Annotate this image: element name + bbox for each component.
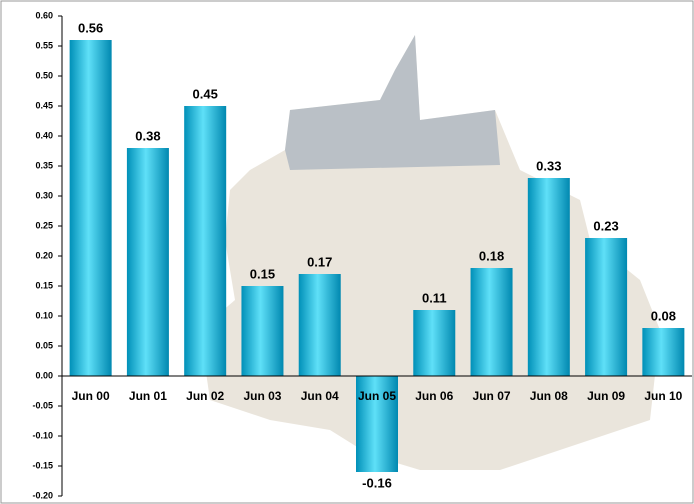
y-tick-label: 0.35 — [35, 160, 53, 170]
data-label: 0.38 — [135, 128, 160, 143]
y-tick-label: 0.40 — [35, 130, 53, 140]
data-label: 0.56 — [78, 20, 103, 35]
x-tick-label: Jun 09 — [587, 389, 625, 403]
data-label: 0.33 — [536, 158, 561, 173]
x-tick-label: Jun 10 — [644, 389, 682, 403]
y-tick-label: 0.20 — [35, 250, 53, 260]
y-tick-label: 0.50 — [35, 70, 53, 80]
y-tick-label: 0.25 — [35, 220, 53, 230]
x-tick-label: Jun 02 — [186, 389, 224, 403]
data-label: 0.08 — [651, 308, 676, 323]
bar — [642, 328, 684, 376]
chart: -0.20 -0.15 -0.10 -0.05 0.00 0.05 0.10 0.15 0.20… — [0, 0, 694, 504]
bar — [127, 148, 169, 376]
y-tick-label: -0.05 — [32, 400, 53, 410]
y-tick-label: -0.20 — [32, 490, 53, 500]
bar — [413, 310, 455, 376]
x-tick-label: Jun 04 — [301, 389, 339, 403]
x-tick-label: Jun 00 — [72, 389, 110, 403]
x-tick-label: Jun 07 — [473, 389, 511, 403]
y-tick-label: 0.15 — [35, 280, 53, 290]
x-tick-label: Jun 08 — [530, 389, 568, 403]
x-tick-label: Jun 03 — [243, 389, 281, 403]
y-tick-label: 0.55 — [35, 40, 53, 50]
data-label: 0.45 — [193, 86, 218, 101]
y-tick-label: 0.05 — [35, 340, 53, 350]
data-label: 0.23 — [593, 218, 618, 233]
x-tick-label: Jun 06 — [415, 389, 453, 403]
data-label: 0.18 — [479, 248, 504, 263]
data-label: 0.17 — [307, 254, 332, 269]
bar — [299, 274, 341, 376]
y-tick-label: 0.00 — [35, 370, 53, 380]
x-tick-label: Jun 01 — [129, 389, 167, 403]
y-tick-label: -0.15 — [32, 460, 53, 470]
y-tick-label: -0.10 — [32, 430, 53, 440]
bar — [528, 178, 570, 376]
data-label: 0.15 — [250, 266, 275, 281]
bar — [585, 238, 627, 376]
data-label: 0.11 — [422, 290, 447, 305]
bar — [241, 286, 283, 376]
bar — [184, 106, 226, 376]
data-label: -0.16 — [362, 475, 392, 490]
bar — [70, 40, 112, 376]
y-tick-label: 0.45 — [35, 100, 53, 110]
y-tick-label: 0.30 — [35, 190, 53, 200]
x-tick-label: Jun 05 — [358, 389, 396, 403]
y-tick-label: 0.60 — [35, 10, 53, 20]
bar — [471, 268, 513, 376]
y-tick-label: 0.10 — [35, 310, 53, 320]
